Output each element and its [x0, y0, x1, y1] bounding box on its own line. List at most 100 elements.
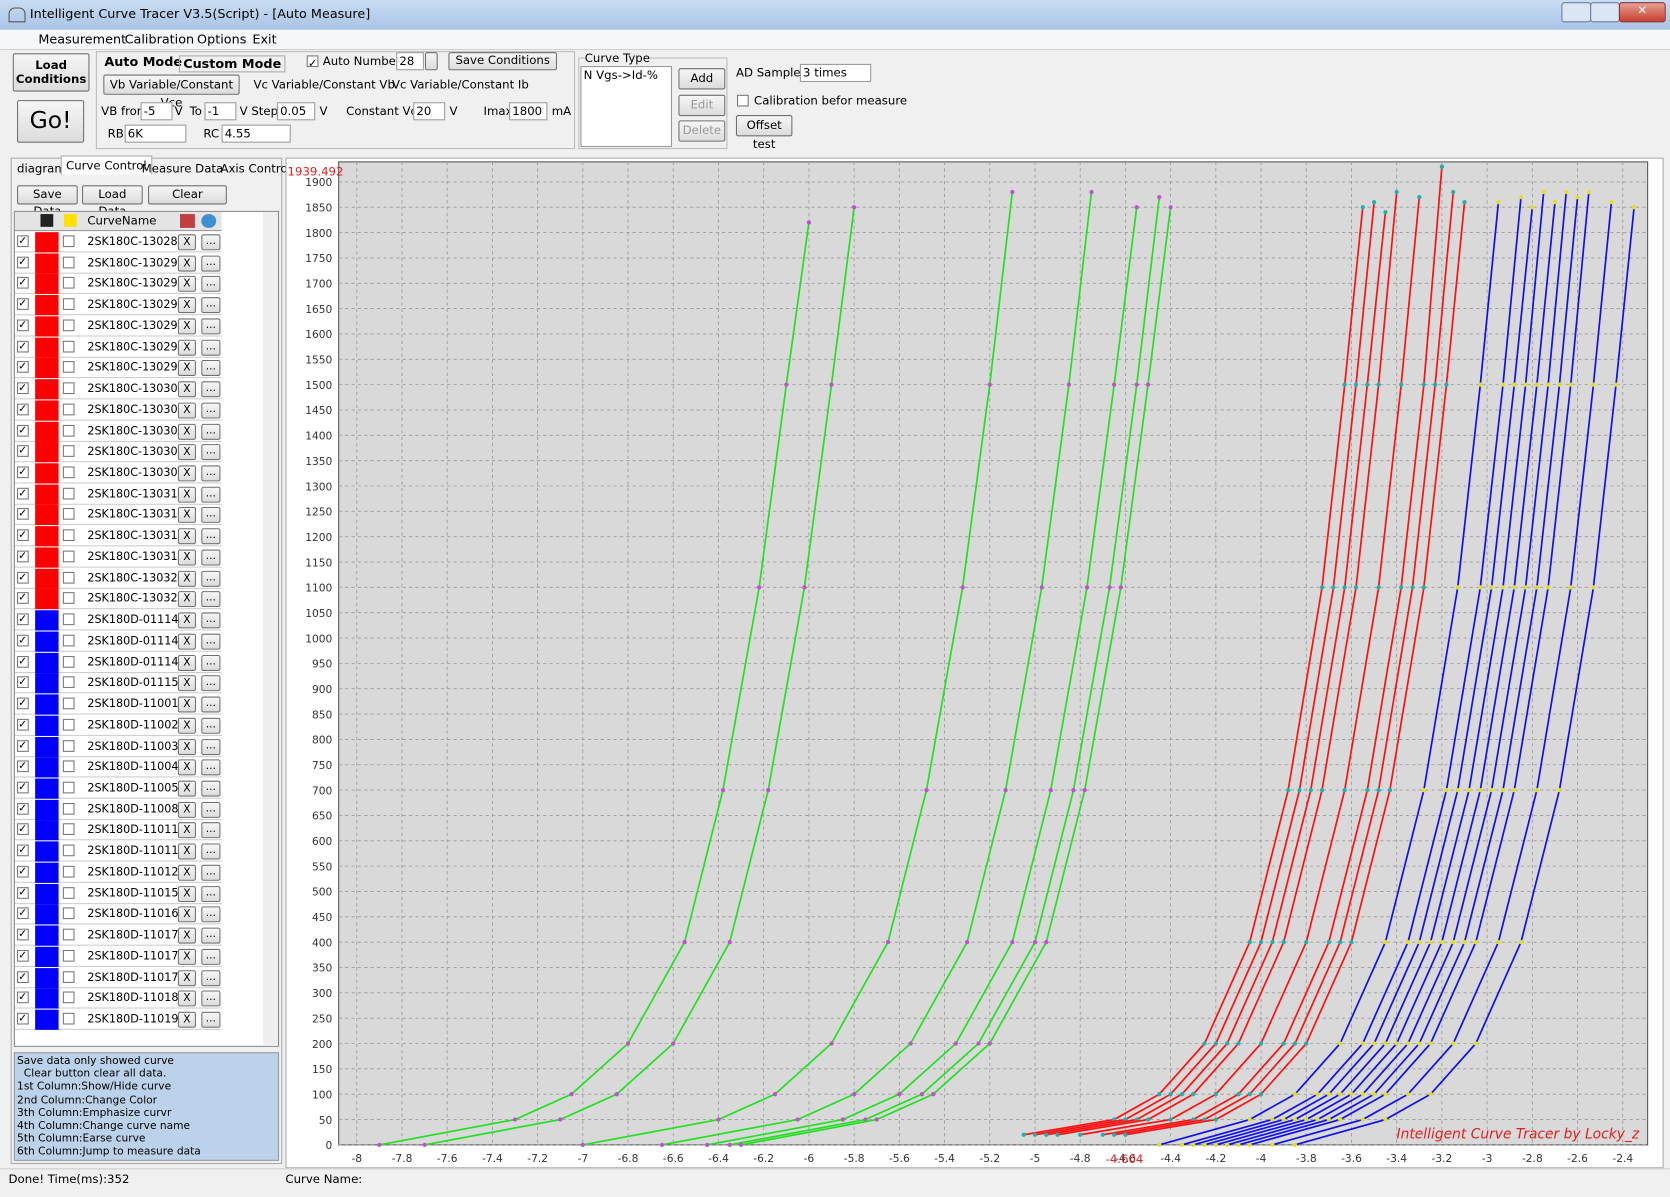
jump-button[interactable]: ... [201, 570, 221, 587]
offset-test-button[interactable]: Offset test [735, 115, 793, 151]
show-checkbox[interactable]: ✓ [17, 697, 29, 710]
maximize-button[interactable] [1590, 2, 1620, 23]
jump-button[interactable]: ... [201, 591, 221, 608]
show-checkbox[interactable]: ✓ [17, 592, 29, 605]
show-checkbox[interactable]: ✓ [17, 865, 29, 878]
jump-button[interactable]: ... [201, 612, 221, 629]
emphasis-checkbox[interactable] [62, 823, 75, 836]
dropdown[interactable]: 4.55 [221, 124, 291, 143]
jump-button[interactable]: ... [201, 444, 221, 461]
show-checkbox[interactable]: ✓ [17, 550, 29, 563]
curve-name[interactable]: 2SK180C-130309 [87, 466, 185, 480]
jump-button[interactable]: ... [201, 402, 221, 419]
color-cell[interactable] [35, 463, 59, 484]
emphasis-checkbox[interactable] [62, 718, 75, 731]
color-cell[interactable] [35, 799, 59, 820]
menu-item[interactable]: Measurement [38, 31, 127, 47]
color-cell[interactable] [35, 295, 59, 316]
curve-name[interactable]: 2SK180D-011150 [87, 676, 186, 690]
show-checkbox[interactable]: ✓ [17, 466, 29, 479]
show-checkbox[interactable]: ✓ [17, 760, 29, 773]
show-checkbox[interactable]: ✓ [17, 676, 29, 689]
show-checkbox[interactable]: ✓ [17, 991, 29, 1004]
color-cell[interactable] [35, 862, 59, 883]
save-conditions-button[interactable]: Save Conditions [448, 52, 558, 71]
jump-button[interactable]: ... [201, 318, 221, 335]
color-cell[interactable] [35, 274, 59, 295]
panel-tab[interactable]: Measure Data [141, 161, 224, 176]
emphasis-checkbox[interactable] [62, 550, 75, 563]
jump-button[interactable]: ... [201, 276, 221, 293]
curve-name[interactable]: 2SK180C-130292 [87, 277, 185, 291]
color-cell[interactable] [35, 946, 59, 967]
color-cell[interactable] [35, 1009, 59, 1030]
emphasis-checkbox[interactable] [62, 382, 75, 395]
list-box[interactable]: N Vgs->Id-% [580, 66, 673, 147]
close-button[interactable]: ✕ [1618, 2, 1666, 23]
show-checkbox[interactable]: ✓ [17, 907, 29, 920]
erase-button[interactable]: X [177, 654, 196, 671]
erase-button[interactable]: X [177, 906, 196, 923]
erase-button[interactable]: X [177, 675, 196, 692]
curve-name[interactable]: 2SK180C-130310 [87, 487, 185, 501]
emphasis-checkbox[interactable] [62, 928, 75, 941]
emphasis-checkbox[interactable] [62, 655, 75, 668]
jump-button[interactable]: ... [201, 486, 221, 503]
color-cell[interactable] [35, 820, 59, 841]
erase-button[interactable]: X [177, 864, 196, 881]
erase-button[interactable]: X [177, 570, 196, 587]
menu-item[interactable]: Calibration [124, 31, 195, 47]
show-checkbox[interactable]: ✓ [17, 970, 29, 983]
color-cell[interactable] [35, 652, 59, 673]
color-cell[interactable] [35, 526, 59, 547]
jump-button[interactable]: ... [201, 465, 221, 482]
erase-button[interactable]: X [177, 990, 196, 1007]
show-checkbox[interactable]: ✓ [17, 382, 29, 395]
emphasis-checkbox[interactable] [62, 403, 75, 416]
emphasis-checkbox[interactable] [62, 676, 75, 689]
erase-button[interactable]: X [177, 801, 196, 818]
jump-button[interactable]: ... [201, 990, 221, 1007]
show-checkbox[interactable]: ✓ [17, 844, 29, 857]
show-checkbox[interactable]: ✓ [17, 319, 29, 332]
curve-name[interactable]: 2SK180C-130315 [87, 550, 185, 564]
jump-button[interactable]: ... [201, 234, 221, 251]
jump-button[interactable]: ... [201, 822, 221, 839]
curve-name[interactable]: 2SK180C-130300 [87, 382, 185, 396]
jump-button[interactable]: ... [201, 864, 221, 881]
color-cell[interactable] [35, 610, 59, 631]
emphasis-checkbox[interactable] [62, 781, 75, 794]
erase-button[interactable]: X [177, 780, 196, 797]
show-checkbox[interactable]: ✓ [17, 571, 29, 584]
emphasis-checkbox[interactable] [62, 445, 75, 458]
show-checkbox[interactable]: ✓ [17, 928, 29, 941]
curve-name[interactable]: 2SK180C-130298 [87, 340, 185, 354]
erase-button[interactable]: X [177, 381, 196, 398]
jump-button[interactable]: ... [201, 927, 221, 944]
jump-button[interactable]: ... [201, 801, 221, 818]
input[interactable]: 0.05 [276, 102, 316, 121]
curve-name[interactable]: 2SK180D-110029 [87, 718, 186, 732]
load-data-button[interactable]: Load Data [82, 185, 143, 218]
emphasis-checkbox[interactable] [62, 907, 75, 920]
curve-name[interactable]: 2SK180D-110164 [87, 907, 186, 921]
menu-item[interactable]: Options [197, 31, 247, 47]
curve-name[interactable]: 2SK180D-110154 [87, 886, 186, 900]
emphasis-checkbox[interactable] [62, 844, 75, 857]
show-checkbox[interactable]: ✓ [17, 613, 29, 626]
jump-button[interactable]: ... [201, 255, 221, 272]
emphasis-checkbox[interactable] [62, 424, 75, 437]
show-checkbox[interactable]: ✓ [17, 403, 29, 416]
curve-name[interactable]: 2SK180C-130302 [87, 403, 185, 417]
jump-button[interactable]: ... [201, 633, 221, 650]
color-cell[interactable] [35, 589, 59, 610]
input[interactable]: 28 [396, 52, 424, 71]
erase-button[interactable]: X [177, 297, 196, 314]
color-cell[interactable] [35, 925, 59, 946]
curve-name[interactable]: 2SK180D-110175 [87, 949, 186, 963]
show-checkbox[interactable]: ✓ [17, 508, 29, 521]
jump-button[interactable]: ... [201, 297, 221, 314]
jump-button[interactable]: ... [201, 738, 221, 755]
emphasis-checkbox[interactable] [62, 277, 75, 290]
erase-button[interactable]: X [177, 339, 196, 356]
